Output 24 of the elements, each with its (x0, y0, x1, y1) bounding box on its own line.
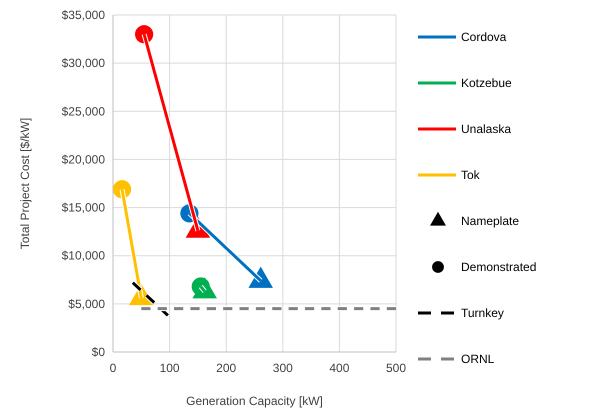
y-tick-label: $25,000 (62, 104, 106, 118)
legend-label: Cordova (461, 30, 507, 44)
legend-label: Kotzebue (461, 76, 512, 90)
y-tick-label: $5,000 (68, 296, 106, 311)
text: Nameplate (461, 214, 520, 228)
text: Demonstrated (461, 260, 536, 274)
x-tick-label: 100 (160, 361, 180, 375)
legend-label: Turnkey (461, 306, 504, 320)
x-tick-label: 0 (110, 361, 117, 375)
x-tick-label: 300 (272, 361, 294, 375)
y-tick-label: $15,000 (62, 200, 106, 215)
legend-label: Unalaska (461, 122, 512, 136)
x-axis-title: Generation Capacity [kW] (186, 394, 323, 408)
y-tick-label: $30,000 (62, 56, 106, 70)
x-tick-label: 200 (216, 361, 237, 375)
x-tick-label: 500 (386, 361, 406, 375)
y-tick-label: $10,000 (62, 248, 106, 263)
y-tick-label: $20,000 (62, 152, 106, 166)
legend-label: ORNL (461, 352, 495, 366)
y-tick-label: $35,000 (62, 8, 106, 22)
x-tick-label: 400 (329, 361, 350, 375)
y-axis-title: Total Project Cost [$/kW] (18, 118, 32, 250)
legend-label: Tok (461, 168, 481, 182)
y-tick-label: $0 (92, 345, 106, 359)
